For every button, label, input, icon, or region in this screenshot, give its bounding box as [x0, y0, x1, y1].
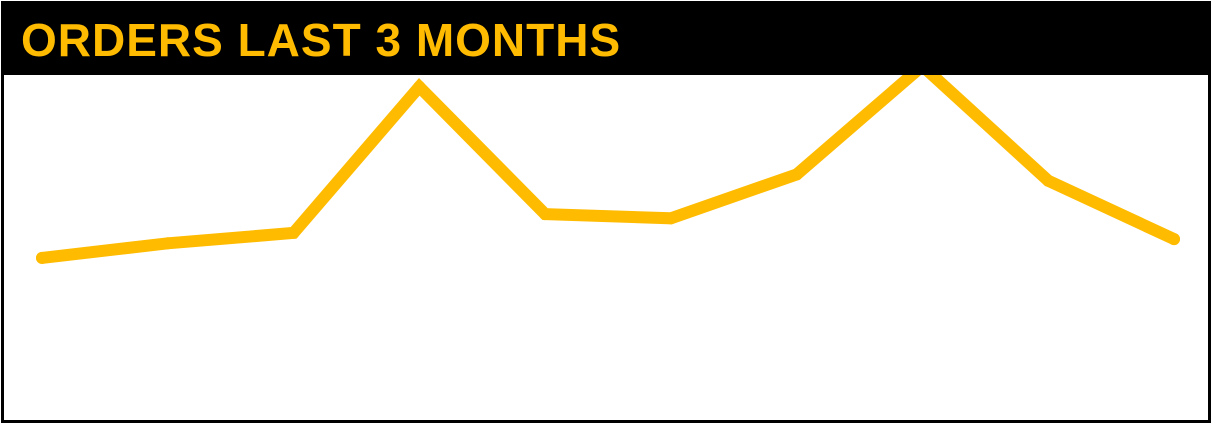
data-point-2: [161, 237, 174, 250]
data-point-7: [790, 168, 803, 181]
data-point-6: [664, 212, 677, 225]
line-chart: [36, 75, 1180, 264]
orders-series-line: [36, 75, 1180, 264]
data-point-10: [1168, 233, 1180, 246]
chart-header: ORDERS LAST 3 MONTHS: [4, 4, 1208, 75]
data-point-1: [36, 251, 48, 264]
data-point-5: [539, 208, 552, 221]
data-point-9: [1042, 174, 1055, 187]
data-point-4: [413, 80, 426, 93]
data-point-3: [287, 226, 300, 239]
chart-title: ORDERS LAST 3 MONTHS: [21, 14, 622, 66]
plot-area: [4, 75, 1208, 420]
